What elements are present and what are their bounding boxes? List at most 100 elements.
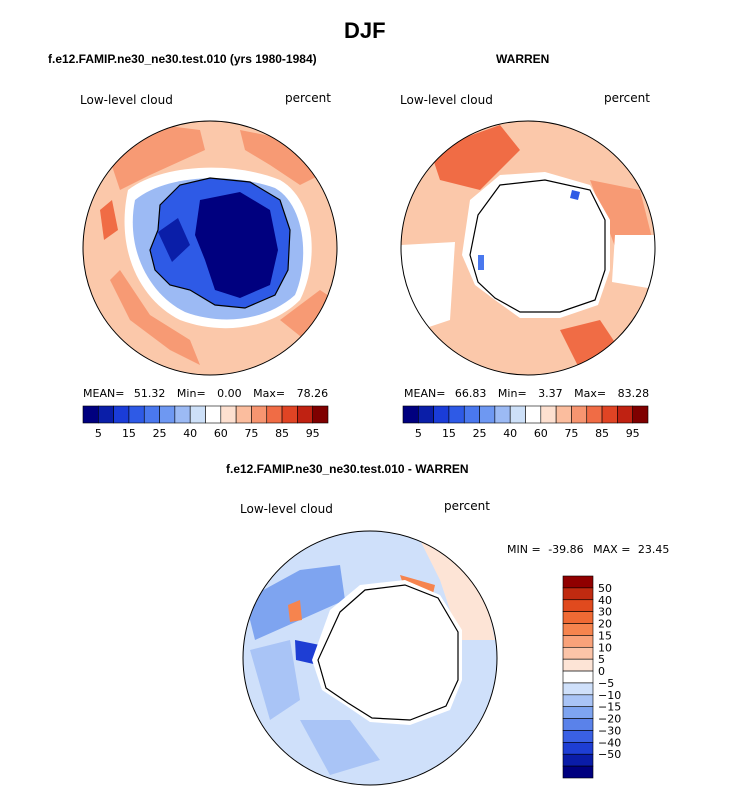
panel3-colorbar-tick-label: −50 [598,748,621,761]
panel2-colorbar-tick-label: 15 [442,427,456,440]
panel3-colorbar-tick-label: −10 [598,689,621,702]
panel2-unit-label: percent [604,91,650,105]
panel1-colorbar-tick-label: 95 [306,427,320,440]
panel3-colorbar-tick-label: 30 [598,606,612,619]
panel2-nodata-e [612,235,655,290]
panel3-colorbar-swatch [562,635,594,648]
panel1-colorbar-tick-label: 25 [153,427,167,440]
panel1-colorbar-swatch [235,405,252,424]
panel1-colorbar-tick-label: 15 [122,427,136,440]
panel3-title: f.e12.FAMIP.ne30_ne30.test.010 - WARREN [226,462,469,476]
panel1-min-label: Min= [176,387,206,400]
panel1-colorbar-swatch [266,405,283,424]
panel1-colorbar-swatch [98,405,114,424]
panel1-map-border [82,120,338,376]
panel1-colorbar-tick-label: 40 [183,427,197,440]
panel2-max-value: 83.28 [617,387,650,400]
panel2-title: WARREN [496,52,550,66]
panel2-blue-spot-west [478,255,484,270]
panel3-colorbar-tick-label: −40 [598,736,621,749]
panel2-map-border [400,120,656,376]
panel2-blue-spot [570,190,580,200]
panel3-max-label: MAX = [593,543,631,556]
panel3-colorbar-tick-label: −20 [598,713,621,726]
panel3-continent [312,580,462,725]
panel3-colorbar-swatch [562,623,594,636]
panel2-colorbar-swatch [433,405,450,424]
panel1-colorbar-swatch [220,405,237,424]
panel2-colorbar-tick-label: 85 [595,427,609,440]
panel2-colorbar-tick-label: 40 [503,427,517,440]
panel2-stats: MEAN= 66.83 Min= 3.37 Max= 83.28 [404,387,649,400]
panel3-patch-ne [420,540,495,640]
panel2-coastline [469,179,606,313]
panel1-coastline [149,177,291,309]
panel2-colorbar-tick-label: 25 [473,427,487,440]
panel1-colorbar-swatch [174,405,191,424]
panel3-colorbar-swatch [562,575,594,589]
panel3-colorbar-swatch [562,658,594,672]
panel1-colorbar-swatch [189,405,206,424]
panel1-interior [195,192,278,298]
panel3-variable-label: Low-level cloud [240,502,333,516]
panel2-min-value: 3.37 [538,387,563,400]
panel2-colorbar-swatch [509,405,526,424]
panel1-colorbar-swatch [128,405,145,424]
panel3-colorbar-tick-label: 15 [598,629,612,642]
panel1-colorbar-swatch [205,405,222,424]
panel2-max-label: Max= [574,387,607,400]
panel1-unit-label: percent [285,91,331,105]
panel1-colorbar-tick-label: 60 [214,427,228,440]
panel2-patch-nw [430,125,520,190]
panel3-colorbar-swatch [562,742,594,755]
panel2-colorbar-swatch [463,405,480,424]
panel2-colorbar-tick-label: 75 [564,427,578,440]
panel1-patch-nw [110,125,205,190]
panel1-patch-se [280,290,335,340]
panel1-map [83,121,337,375]
panel3-colorbar-swatch [562,694,594,708]
panel3-map [243,531,497,785]
panel1-interior-west [158,218,190,262]
panel2-colorbar-swatch [494,405,511,424]
panel1-colorbar: 5 15 25 40 60 75 85 95 [82,405,329,440]
panel1-patch-w [100,200,118,240]
panel3-coastline [317,584,459,721]
panel3-colorbar-tick-label: 40 [598,594,612,607]
panel2-continent [462,172,610,318]
panel2-map [401,121,655,375]
panel3-map-border [242,530,498,786]
panel1-patch-sw [110,270,200,365]
panel3-stats: MIN = -39.86 MAX = 23.45 [507,543,669,556]
panel1-variable-label: Low-level cloud [80,93,173,107]
panel2-nodata-w [401,242,455,330]
figure-title: DJF [344,18,386,43]
panel3-colorbar-swatch [562,718,594,731]
panel2-mean-label: MEAN= [404,387,446,400]
panel2-colorbar-swatch [586,405,603,424]
panel3-colorbar-tick-label: 10 [598,641,612,654]
panel1-colorbar-tick-label: 5 [95,427,102,440]
panel1-colorbar-swatch [297,405,313,424]
panel1-colorbar-tick-label: 75 [244,427,258,440]
panel2-colorbar-swatch [525,405,542,424]
panel2-colorbar-swatch [418,405,434,424]
panel2-colorbar-swatch [571,405,588,424]
panel1-stats: MEAN= 51.32 Min= 0.00 Max= 78.26 [83,387,328,400]
panel2-colorbar-swatch [402,405,419,424]
panel2-colorbar-swatch [555,405,572,424]
panel3-colorbar-swatch [562,599,594,612]
panel1-colorbar-swatch [113,405,130,424]
panel3-colorbar-tick-label: −15 [598,701,621,714]
panel2-colorbar: 5 15 25 40 60 75 85 95 [402,405,649,440]
panel3-max-value: 23.45 [637,543,670,556]
panel2-colorbar-tick-label: 60 [534,427,548,440]
panel2-colorbar-swatch [617,405,633,424]
panel3-colorbar-tick-label: −30 [598,724,621,737]
panel3-colorbar-swatch [562,706,594,719]
panel3-colorbar-swatch [562,765,594,779]
panel2-min-label: Min= [497,387,527,400]
panel3-colorbar-swatch [562,753,594,767]
